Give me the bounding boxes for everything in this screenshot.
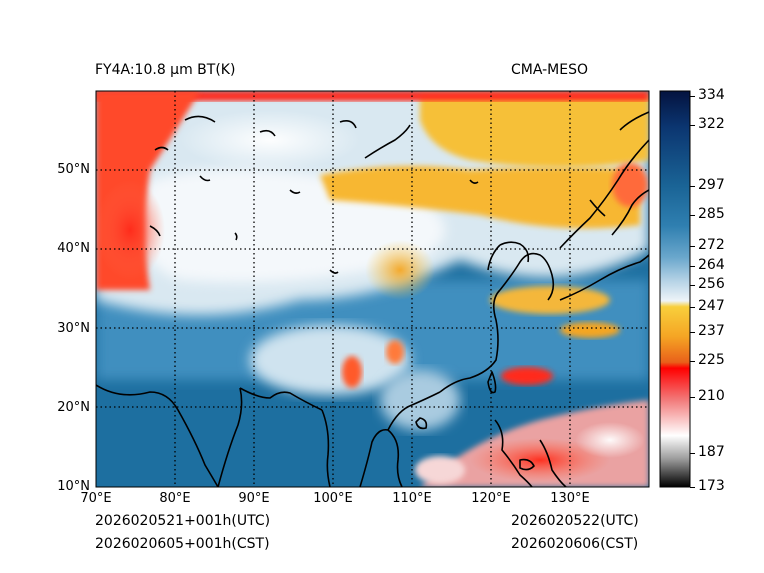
issue-time-cst: 2026020605+001h(CST) [95,536,270,552]
model-title: CMA-MESO [511,62,589,78]
longitude-label: 80°E [159,491,191,506]
colorbar-tick-mark [690,246,695,248]
valid-time-utc: 2026020522(UTC) [511,513,639,529]
bt-field [96,91,649,487]
colorbar [660,91,690,487]
colorbar-tick-mark [690,307,695,309]
latitude-label: 30°N [57,320,90,336]
colorbar-tick-label: 297 [698,176,725,193]
latitude-label: 20°N [57,399,90,415]
colorbar-tick-label: 272 [698,237,725,254]
colorbar-tick-mark [690,487,695,488]
colorbar-tick-label: 237 [698,322,725,339]
colorbar-tick-label: 285 [698,205,725,222]
product-title: FY4A:10.8 µm BT(K) [95,62,236,78]
longitude-label: 90°E [238,491,270,506]
colorbar-frame [659,90,691,488]
colorbar-tick-mark [690,452,695,454]
colorbar-tick-mark [690,265,695,267]
longitude-label: 70°E [80,491,112,506]
colorbar-tick-label: 187 [698,443,725,460]
colorbar-tick-label: 173 [698,478,725,494]
coastlines [96,111,649,487]
colorbar-tick-mark [690,214,695,216]
colorbar-tick-label: 225 [698,351,725,368]
issue-time-utc: 2026020521+001h(UTC) [95,513,271,529]
latitude-label: 40°N [57,241,90,257]
colorbar-tick-label: 264 [698,256,725,273]
colorbar-tick-mark [690,185,695,187]
colorbar-tick-mark [690,285,695,287]
graticule [96,91,649,487]
valid-time-cst: 2026020606(CST) [511,536,639,552]
longitude-label: 120°E [471,491,511,506]
colorbar-tick-label: 210 [698,388,725,405]
colorbar-tick-label: 334 [698,86,725,103]
longitude-label: 110°E [392,491,432,506]
colorbar-tick-label: 247 [698,298,725,315]
longitude-label: 100°E [313,491,353,506]
longitude-label: 130°E [550,491,590,506]
colorbar-tick-mark [690,397,695,399]
latitude-label: 10°N [57,479,90,494]
colorbar-tick-mark [690,360,695,362]
latitude-label: 50°N [57,162,90,178]
colorbar-tick-label: 322 [698,116,725,132]
colorbar-tick-mark [690,331,695,333]
colorbar-tick-label: 256 [698,276,725,293]
map-frame [95,90,650,488]
colorbar-tick-mark [690,95,695,97]
colorbar-tick-mark [690,125,695,126]
